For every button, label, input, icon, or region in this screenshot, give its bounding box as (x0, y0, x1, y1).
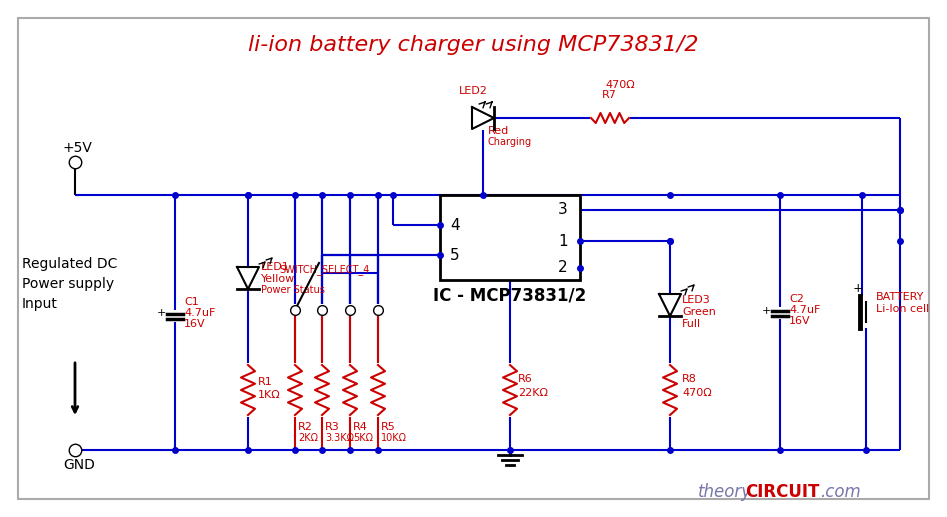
Text: theory: theory (698, 483, 752, 501)
Text: Red: Red (488, 126, 509, 136)
Text: 2KΩ: 2KΩ (298, 433, 318, 443)
Text: 2: 2 (558, 261, 567, 276)
Text: SWITCH_SELECT_4: SWITCH_SELECT_4 (279, 264, 370, 275)
Text: 1KΩ: 1KΩ (258, 390, 280, 400)
Text: +5V: +5V (63, 141, 93, 155)
Text: +: + (761, 306, 771, 315)
Text: Yellow: Yellow (261, 274, 295, 284)
Text: 4.7uF: 4.7uF (789, 305, 820, 315)
Text: .com: .com (820, 483, 861, 501)
Text: 3.3KΩ: 3.3KΩ (325, 433, 354, 443)
Text: 1: 1 (558, 234, 567, 249)
Text: IC - MCP73831/2: IC - MCP73831/2 (434, 286, 586, 304)
Text: Power supply: Power supply (22, 277, 115, 291)
Text: 10KΩ: 10KΩ (381, 433, 407, 443)
Text: li-ion battery charger using MCP73831/2: li-ion battery charger using MCP73831/2 (248, 35, 698, 55)
Text: R8: R8 (682, 374, 697, 384)
Text: 470Ω: 470Ω (682, 388, 712, 398)
Text: 22KΩ: 22KΩ (518, 388, 548, 398)
Text: Regulated DC: Regulated DC (22, 257, 117, 271)
Text: R4: R4 (353, 422, 367, 432)
Text: 4.7uF: 4.7uF (184, 308, 215, 318)
Text: R6: R6 (518, 374, 533, 384)
Bar (440, 195, 580, 280)
Text: Charging: Charging (488, 137, 532, 147)
Text: BATTERY: BATTERY (876, 292, 924, 302)
Text: +: + (156, 309, 166, 318)
Text: 5: 5 (450, 248, 459, 263)
Text: Full: Full (682, 319, 701, 329)
Text: 5KΩ: 5KΩ (353, 433, 373, 443)
Text: C1: C1 (184, 297, 199, 307)
Text: CIRCUIT: CIRCUIT (745, 483, 819, 501)
Text: R5: R5 (381, 422, 396, 432)
Text: R2: R2 (298, 422, 313, 432)
Text: LED1: LED1 (261, 262, 290, 272)
Text: Green: Green (682, 307, 716, 317)
Text: 3: 3 (558, 203, 568, 218)
Text: Power Status: Power Status (261, 285, 325, 295)
Text: 4: 4 (450, 218, 459, 233)
Text: 470Ω: 470Ω (605, 80, 634, 90)
Text: C2: C2 (789, 294, 804, 304)
Text: R3: R3 (325, 422, 340, 432)
Text: 16V: 16V (184, 319, 205, 329)
Text: Li-Ion cell: Li-Ion cell (876, 304, 929, 314)
Text: R1: R1 (258, 377, 273, 387)
Text: R7: R7 (602, 90, 616, 100)
Text: GND: GND (63, 458, 95, 472)
Text: +: + (852, 282, 864, 295)
Text: LED2: LED2 (458, 86, 488, 96)
Text: Input: Input (22, 297, 58, 311)
Text: 16V: 16V (789, 316, 811, 326)
Text: LED3: LED3 (682, 295, 711, 305)
